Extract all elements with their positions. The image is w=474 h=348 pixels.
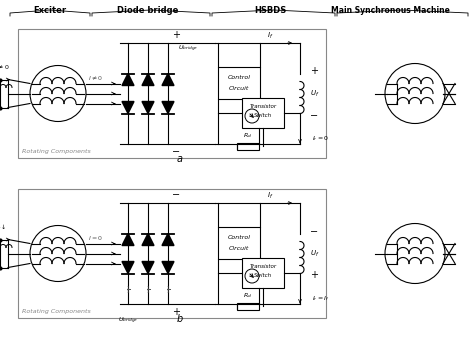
Polygon shape [142,234,154,245]
FancyBboxPatch shape [218,227,260,259]
Polygon shape [142,261,154,274]
Text: $I_f$: $I_f$ [267,31,273,41]
Text: $\frac{1}{3}$: $\frac{1}{3}$ [166,284,170,296]
Text: $I_{exc}\neq 0$: $I_{exc}\neq 0$ [0,63,9,71]
Text: +: + [172,307,180,317]
Text: $I_r=I_f$: $I_r=I_f$ [312,294,329,303]
Text: Control: Control [228,75,250,80]
Text: HSBDS: HSBDS [254,6,286,15]
Polygon shape [122,73,134,86]
Text: Switch: Switch [254,273,272,278]
FancyBboxPatch shape [242,98,284,128]
Text: $I_f$: $I_f$ [267,191,273,201]
Polygon shape [142,102,154,113]
FancyBboxPatch shape [242,258,284,288]
Polygon shape [162,102,174,113]
Text: $R_d$: $R_d$ [244,131,253,140]
Polygon shape [162,234,174,245]
FancyBboxPatch shape [218,66,260,98]
Text: Control: Control [228,235,250,240]
Polygon shape [122,102,134,113]
Text: Switch: Switch [254,113,272,118]
Text: $U_{bridge}$: $U_{bridge}$ [178,44,199,54]
Polygon shape [142,73,154,86]
Text: Main Synchronous Machine: Main Synchronous Machine [330,6,449,15]
Text: $\frac{1}{3}$: $\frac{1}{3}$ [146,284,150,296]
Text: Transistor: Transistor [249,264,276,269]
Text: $I_{exc}\downarrow$: $I_{exc}\downarrow$ [0,222,7,231]
Polygon shape [162,73,174,86]
Text: Rotating Components: Rotating Components [22,309,91,314]
Text: +: + [172,30,180,40]
Text: −: − [310,111,318,120]
Text: +: + [310,66,318,77]
Text: $U_f$: $U_f$ [310,248,319,259]
Text: Circuit: Circuit [229,86,249,91]
Text: $I\neq 0$: $I\neq 0$ [88,73,103,81]
Bar [237,302,259,309]
Text: −: − [310,227,318,237]
Text: $a$: $a$ [176,154,183,164]
Text: +: + [310,270,318,280]
FancyBboxPatch shape [18,29,326,158]
Text: −: − [172,147,180,157]
Text: $\frac{1}{3}$: $\frac{1}{3}$ [126,284,130,296]
Text: Rotating Components: Rotating Components [22,149,91,154]
Text: $I=0$: $I=0$ [88,234,103,242]
Polygon shape [122,234,134,245]
Polygon shape [162,261,174,274]
Text: $U_f$: $U_f$ [310,88,319,98]
Text: Diode bridge: Diode bridge [117,6,179,15]
Polygon shape [122,261,134,274]
Bar [237,142,259,150]
Text: Transistor: Transistor [249,104,276,109]
Text: $I_r=0$: $I_r=0$ [312,135,329,143]
Text: $R_d$: $R_d$ [244,291,253,300]
Text: −: − [172,190,180,200]
Text: $b$: $b$ [176,312,184,324]
FancyBboxPatch shape [18,189,326,318]
Text: $U_{bridge}$: $U_{bridge}$ [118,316,138,326]
Text: Exciter: Exciter [34,6,66,15]
Text: Circuit: Circuit [229,246,249,251]
